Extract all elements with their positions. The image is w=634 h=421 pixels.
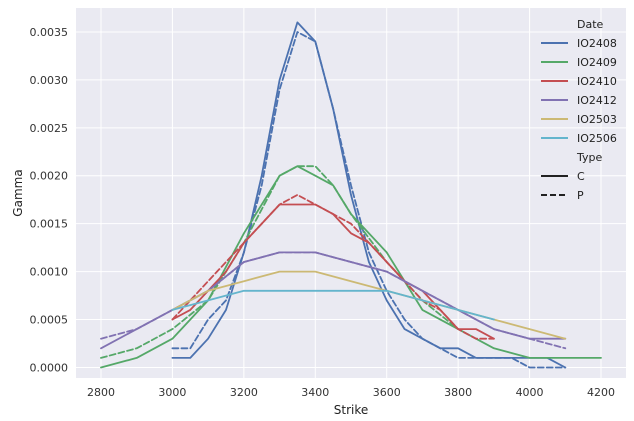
y-tick-label: 0.0035 [30, 26, 69, 39]
series-line-io2410-p [171, 193, 495, 340]
grid [76, 8, 626, 378]
y-axis-label: Gamma [11, 169, 25, 216]
y-tick-label: 0.0030 [30, 74, 69, 87]
x-tick-label: 3200 [230, 386, 258, 399]
legend: Date IO2408 IO2409 IO2410 IO2412 IO2503 IO2506… [541, 18, 617, 202]
x-tick-label: 2800 [87, 386, 115, 399]
y-tick-label: 0.0025 [30, 122, 69, 135]
series-line-io2409-c [100, 165, 602, 369]
legend-label-type-p: P [577, 189, 584, 202]
x-axis-label: Strike [334, 403, 369, 417]
legend-label-io2410: IO2410 [577, 75, 617, 88]
legend-label-io2408: IO2408 [577, 37, 617, 50]
legend-label-io2412: IO2412 [577, 94, 617, 107]
y-tick-label: 0.0000 [30, 361, 69, 374]
x-tick-label: 3000 [158, 386, 186, 399]
x-tick-label: 4000 [516, 386, 544, 399]
series-line-io2408-p [171, 31, 567, 369]
y-tick-label: 0.0020 [30, 170, 69, 183]
series-line-io2503-c [171, 270, 567, 340]
y-tick-label: 0.0005 [30, 314, 69, 327]
series-layer [100, 21, 602, 369]
legend-label-type-c: C [577, 170, 585, 183]
x-tick-label: 3400 [301, 386, 329, 399]
series-line-io2506-c [171, 289, 495, 321]
legend-title-type: Type [576, 151, 602, 164]
legend-label-io2503: IO2503 [577, 113, 617, 126]
legend-label-io2409: IO2409 [577, 56, 617, 69]
x-tick-label: 3600 [373, 386, 401, 399]
y-tick-label: 0.0010 [30, 266, 69, 279]
y-tick-label: 0.0015 [30, 218, 69, 231]
x-tick-label: 3800 [444, 386, 472, 399]
ticks: 2800 3000 3200 3400 3600 3800 4000 4200 0.0000 0.… [30, 26, 616, 399]
legend-label-io2506: IO2506 [577, 132, 617, 145]
legend-title-date: Date [577, 18, 604, 31]
x-tick-label: 4200 [587, 386, 615, 399]
